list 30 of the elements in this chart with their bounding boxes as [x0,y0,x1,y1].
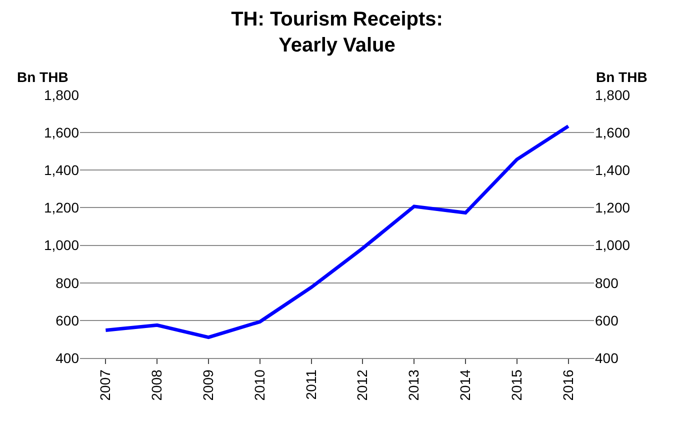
y-tick-label: 800 [56,274,80,291]
x-tick-label: 2011 [302,369,319,400]
x-tick-label: 2007 [97,369,114,401]
y2-tick-label: 800 [595,274,619,291]
x-tick-label: 2012 [354,369,370,401]
y-tick-label: 400 [56,350,80,366]
y2-tick-label: 1,200 [595,200,630,216]
y2-tick-label: 400 [595,350,619,366]
line-series [104,124,570,340]
x-tick-label: 2009 [200,369,216,401]
x-tick-label: 2010 [251,369,268,401]
y2-tick-label: 1,800 [595,86,630,103]
x-tick-label: 2013 [406,369,422,401]
y-tick-label: 600 [56,312,80,328]
y2-tick-label: 1,400 [595,162,630,178]
y2-axis-title: Bn THB [596,69,648,85]
x-tick-label: 2015 [508,369,524,401]
y2-tick-label: 1,000 [595,237,630,254]
x-tick-label: 2014 [457,369,474,401]
y-tick-label: 1,200 [44,200,80,216]
y2-tick-label: 600 [595,312,619,328]
y-tick-label: 1,600 [44,124,80,140]
y-tick-label: 1,800 [44,86,80,103]
y-tick-label: 1,400 [44,162,80,178]
y-tick-label: 1,000 [44,237,80,254]
y-axis-title: Bn THB [17,69,68,85]
x-tick-label: 2008 [148,369,165,401]
x-tick-label: 2016 [560,369,576,401]
y2-tick-label: 1,600 [595,124,630,140]
chart-title: TH: Tourism Receipts: Yearly Value [231,8,443,57]
